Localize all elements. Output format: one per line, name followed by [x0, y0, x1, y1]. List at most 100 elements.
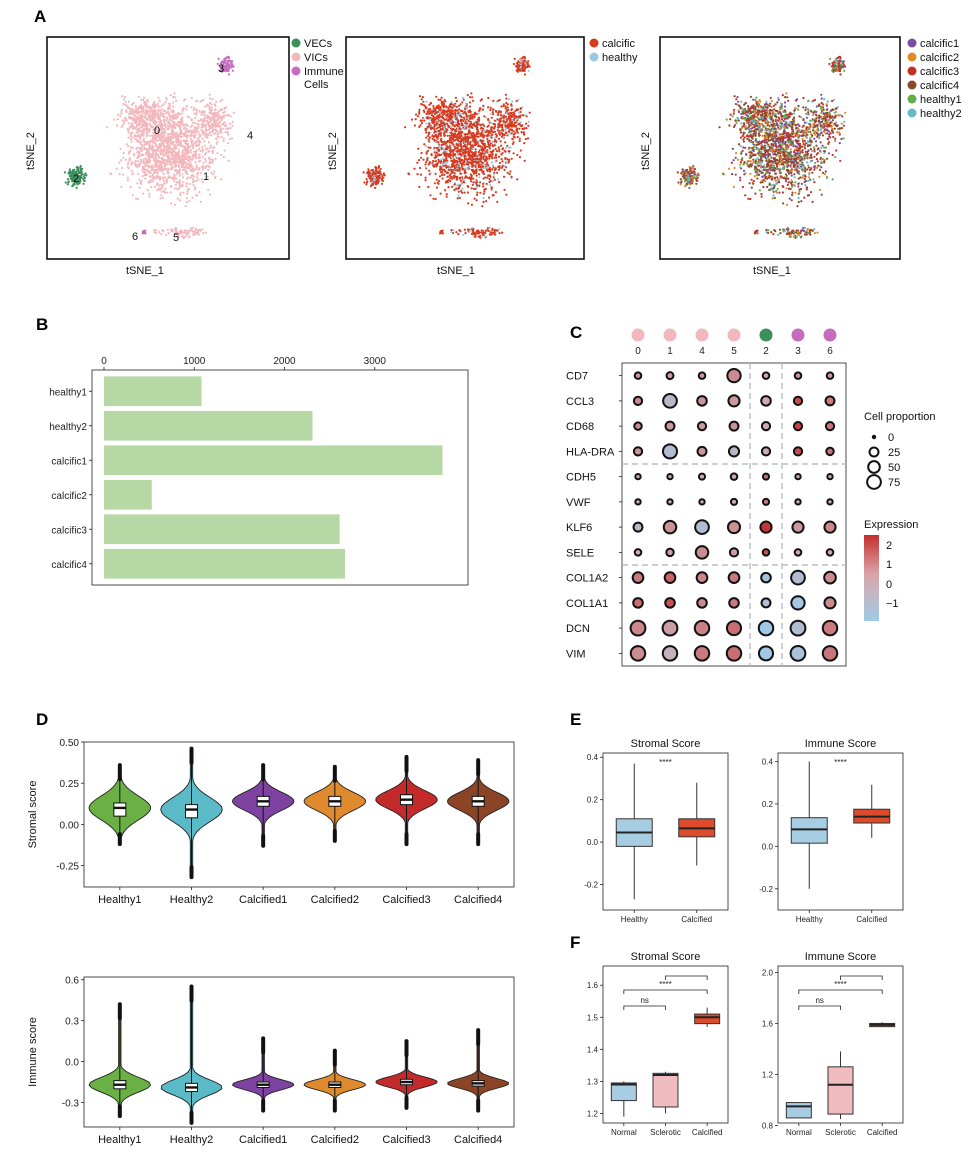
tsne-point-0 [194, 229, 197, 232]
tsne-point-1 [481, 139, 484, 142]
tsne-point-0 [188, 116, 191, 119]
tsne-point-1 [443, 134, 446, 137]
tsne-point-0 [128, 157, 131, 160]
tsne-point-1 [450, 168, 453, 172]
tsne-point-0 [142, 98, 145, 101]
tsne-point-1 [462, 151, 465, 155]
tsne-point-0 [165, 233, 168, 236]
tsne-point-0 [173, 136, 176, 139]
tsne-point-1 [468, 125, 471, 128]
tsne-point-1 [418, 108, 421, 111]
tsne-point-0 [144, 177, 147, 180]
tsne-point-1 [491, 229, 494, 232]
tsne-point-0 [174, 96, 177, 99]
tsne-point-2 [820, 146, 823, 149]
tsne-point-0 [144, 101, 147, 104]
tsne-point-1 [475, 183, 478, 187]
tsne-point-1 [447, 125, 450, 128]
tsne-point-0 [174, 230, 178, 233]
tsne-point-0 [76, 169, 79, 172]
tsne-point-0 [143, 232, 147, 235]
tsne-point-1 [456, 165, 459, 168]
tsne-point-0 [179, 193, 182, 197]
tsne-point-1 [437, 135, 440, 138]
tsne-point-1 [451, 141, 454, 144]
tsne-point-0 [225, 62, 229, 65]
tsne-point-1 [444, 189, 447, 192]
tsne-point-0 [113, 118, 116, 121]
tsne-point-1 [454, 102, 457, 105]
tsne-point-1 [462, 148, 465, 151]
tsne-point-0 [145, 123, 148, 127]
tsne-point-0 [134, 105, 137, 108]
tsne-point-0 [195, 113, 198, 116]
tsne-point-2 [801, 161, 804, 164]
tsne-point-1 [481, 123, 484, 126]
tsne-point-1 [446, 153, 449, 156]
tsne-point-1 [510, 104, 513, 107]
tsne-point-1 [473, 143, 476, 146]
tsne-point-0 [182, 158, 185, 161]
tsne-point-0 [145, 173, 148, 176]
tsne-point-1 [460, 189, 463, 192]
tsne-point-1 [453, 176, 456, 179]
tsne-point-0 [66, 178, 70, 181]
tsne-point-1 [458, 196, 461, 199]
tsne-point-1 [491, 164, 495, 167]
tsne-point-0 [192, 155, 195, 158]
tsne-point-0 [126, 166, 130, 169]
tsne-point-0 [178, 121, 181, 124]
tsne-point-0 [201, 148, 204, 151]
tsne-point-0 [195, 149, 198, 153]
tsne-point-1 [497, 99, 500, 102]
tsne-point-1 [496, 113, 500, 117]
tsne-point-0 [145, 132, 148, 135]
tsne-point-0 [164, 162, 167, 165]
tsne-point-0 [162, 143, 165, 146]
tsne-point-1 [449, 109, 452, 112]
tsne-point-1 [424, 105, 427, 108]
tsne-point-1 [472, 181, 475, 184]
tsne-point-0 [181, 112, 184, 115]
tsne-point-0 [199, 134, 202, 137]
tsne-point-2 [732, 185, 736, 188]
tsne-point-0 [126, 163, 129, 166]
tsne-point-0 [151, 146, 154, 149]
tsne-point-0 [185, 177, 188, 180]
tsne-point-1 [477, 135, 480, 138]
tsne-point-1 [479, 162, 482, 165]
tsne-point-0 [198, 156, 201, 159]
tsne-point-0 [160, 119, 163, 122]
tsne-point-1 [426, 149, 429, 152]
tsne-point-0 [197, 168, 200, 171]
tsne-point-0 [149, 140, 153, 143]
tsne-point-1 [461, 168, 464, 171]
tsne-point-2 [731, 147, 735, 150]
tsne-point-1 [486, 165, 489, 168]
tsne-point-0 [214, 119, 218, 122]
tsne-point-1 [445, 179, 448, 183]
tsne-point-1 [499, 110, 503, 113]
tsne-point-0 [77, 179, 80, 182]
tsne-point-1 [418, 110, 421, 114]
tsne-point-1 [489, 150, 492, 153]
tsne-point-0 [193, 233, 196, 236]
tsne-point-1 [419, 119, 422, 122]
tsne-point-0 [188, 158, 191, 161]
tsne-point-0 [185, 185, 188, 188]
tsne-point-1 [447, 186, 450, 189]
legend-label-cells: Cells [304, 79, 329, 91]
tsne-point-0 [184, 205, 187, 208]
tsne-point-1 [493, 123, 497, 126]
tsne-point-0 [195, 111, 198, 114]
tsne-point-1 [473, 134, 476, 137]
tsne-point-2 [744, 194, 747, 197]
tsne-point-1 [461, 176, 464, 179]
tsne-point-1 [510, 175, 513, 178]
tsne-point-0 [141, 168, 144, 171]
tsne-point-0 [153, 185, 157, 188]
tsne-point-0 [161, 177, 164, 180]
tsne-point-0 [142, 105, 145, 108]
tsne-point-0 [153, 132, 156, 135]
tsne-point-0 [156, 112, 160, 115]
